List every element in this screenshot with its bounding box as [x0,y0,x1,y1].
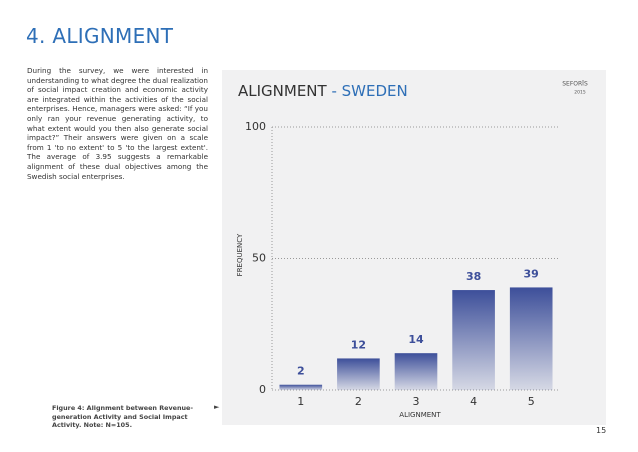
x-tick-label: 5 [528,395,535,408]
logo-year: 2015 [574,90,586,96]
bar [394,353,438,390]
x-tick-label: 4 [470,395,477,408]
x-tick-label: 1 [297,395,304,408]
page-number: 15 [596,426,607,435]
y-tick-label: 0 [259,383,266,396]
x-axis-label: ALIGNMENT [399,411,441,419]
bar [509,287,553,390]
value-label: 14 [408,333,424,346]
bar [452,290,495,390]
y-axis-label: FREQUENCY [236,233,244,276]
value-label: 2 [297,365,305,378]
logo-name: SEFORÏS [562,81,588,88]
page-title: 4. ALIGNMENT [26,24,174,48]
bar [279,384,323,390]
y-tick-label: 50 [252,252,266,265]
body-paragraph: During the survey, we were interested in… [27,66,208,181]
x-tick-label: 2 [355,395,362,408]
bar [337,358,380,390]
chart-title-main: ALIGNMENT [238,82,328,100]
value-label: 39 [524,267,539,280]
x-tick-label: 3 [413,395,420,408]
value-label: 12 [351,338,366,351]
figure-caption: Figure 4: Alignment between Revenue-gene… [52,404,194,429]
value-label: 38 [466,270,481,283]
chart-title-highlight: - SWEDEN [331,82,407,100]
y-tick-label: 100 [245,120,266,133]
chart-title: ALIGNMENT - SWEDEN [238,82,408,100]
caption-arrow: ► [214,403,220,411]
